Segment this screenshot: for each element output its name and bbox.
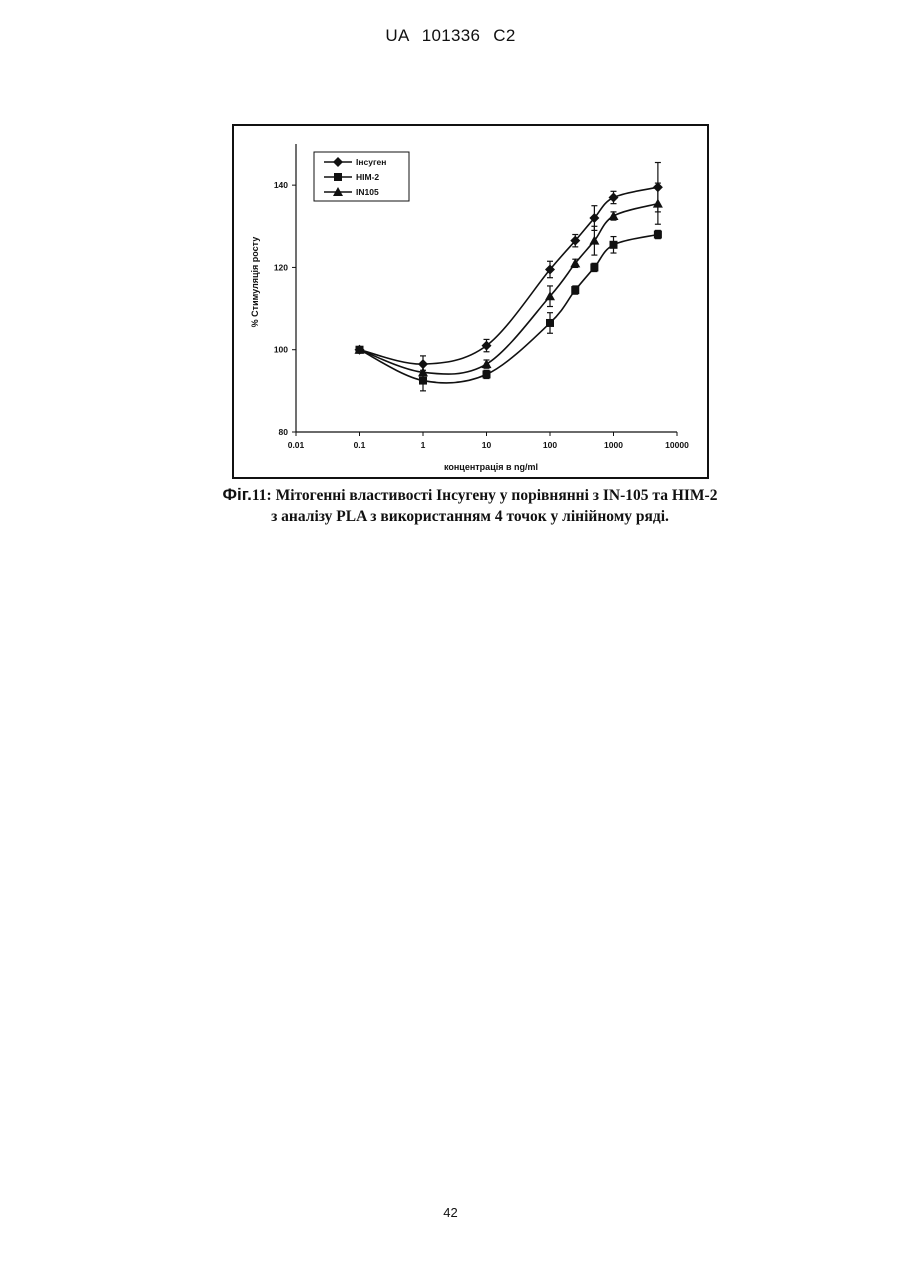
data-point-square xyxy=(546,319,554,327)
y-tick-label: 120 xyxy=(274,262,288,272)
y-tick-label: 100 xyxy=(274,345,288,355)
caption-line-1: Фіг.11: Мітогенні властивості Інсугену у… xyxy=(160,484,780,506)
data-point-square xyxy=(483,370,491,378)
series-line-2 xyxy=(360,204,658,374)
x-tick-label: 1000 xyxy=(604,440,623,450)
data-point-triangle xyxy=(482,359,492,368)
x-tick-label: 0.1 xyxy=(354,440,366,450)
data-point-square xyxy=(590,263,598,271)
data-point-square xyxy=(610,241,618,249)
x-tick-label: 100 xyxy=(543,440,557,450)
figure-frame: 0.01 0.1 1 10 100 1000 10000 80 100 120 140 Інсуге… xyxy=(232,124,709,479)
caption-figure-label: Фіг. xyxy=(223,485,252,504)
chart-markers xyxy=(355,182,663,384)
y-tick-label: 80 xyxy=(279,427,289,437)
document-header: UA 101336 C2 xyxy=(0,26,901,46)
figure-caption: Фіг.11: Мітогенні властивості Інсугену у… xyxy=(160,484,780,527)
page-number: 42 xyxy=(0,1205,901,1220)
legend-label: IN105 xyxy=(356,187,379,197)
legend-label: Інсуген xyxy=(356,157,386,167)
data-point-square xyxy=(571,286,579,294)
y-tick-label: 140 xyxy=(274,180,288,190)
series-line-1 xyxy=(360,235,658,383)
legend-marker-square xyxy=(334,173,342,181)
data-point-diamond xyxy=(609,192,619,202)
x-axis-label: концентрація в ng/ml xyxy=(444,462,538,472)
growth-stimulation-chart: 0.01 0.1 1 10 100 1000 10000 80 100 120 140 Інсуге… xyxy=(234,126,707,477)
caption-line-1-text: 11: Мітогенні властивості Інсугену у пор… xyxy=(252,487,718,504)
x-tick-label: 1 xyxy=(421,440,426,450)
data-point-diamond xyxy=(653,182,663,192)
x-tick-label: 10000 xyxy=(665,440,689,450)
data-point-triangle xyxy=(653,199,663,208)
data-point-triangle xyxy=(589,236,599,245)
chart-ticks: 0.01 0.1 1 10 100 1000 10000 80 100 120 140 xyxy=(274,180,689,450)
x-tick-label: 10 xyxy=(482,440,492,450)
y-axis-label: % Стимуляція росту xyxy=(250,237,260,328)
data-point-triangle xyxy=(609,211,619,220)
legend-label: HIM-2 xyxy=(356,172,379,182)
data-point-square xyxy=(654,231,662,239)
caption-line-2: з аналізу PLA з використанням 4 точок у … xyxy=(160,506,780,527)
data-point-square xyxy=(419,377,427,385)
x-tick-label: 0.01 xyxy=(288,440,305,450)
chart-legend: Інсуген HIM-2 IN105 xyxy=(314,152,409,201)
chart-error-bars xyxy=(420,163,661,391)
